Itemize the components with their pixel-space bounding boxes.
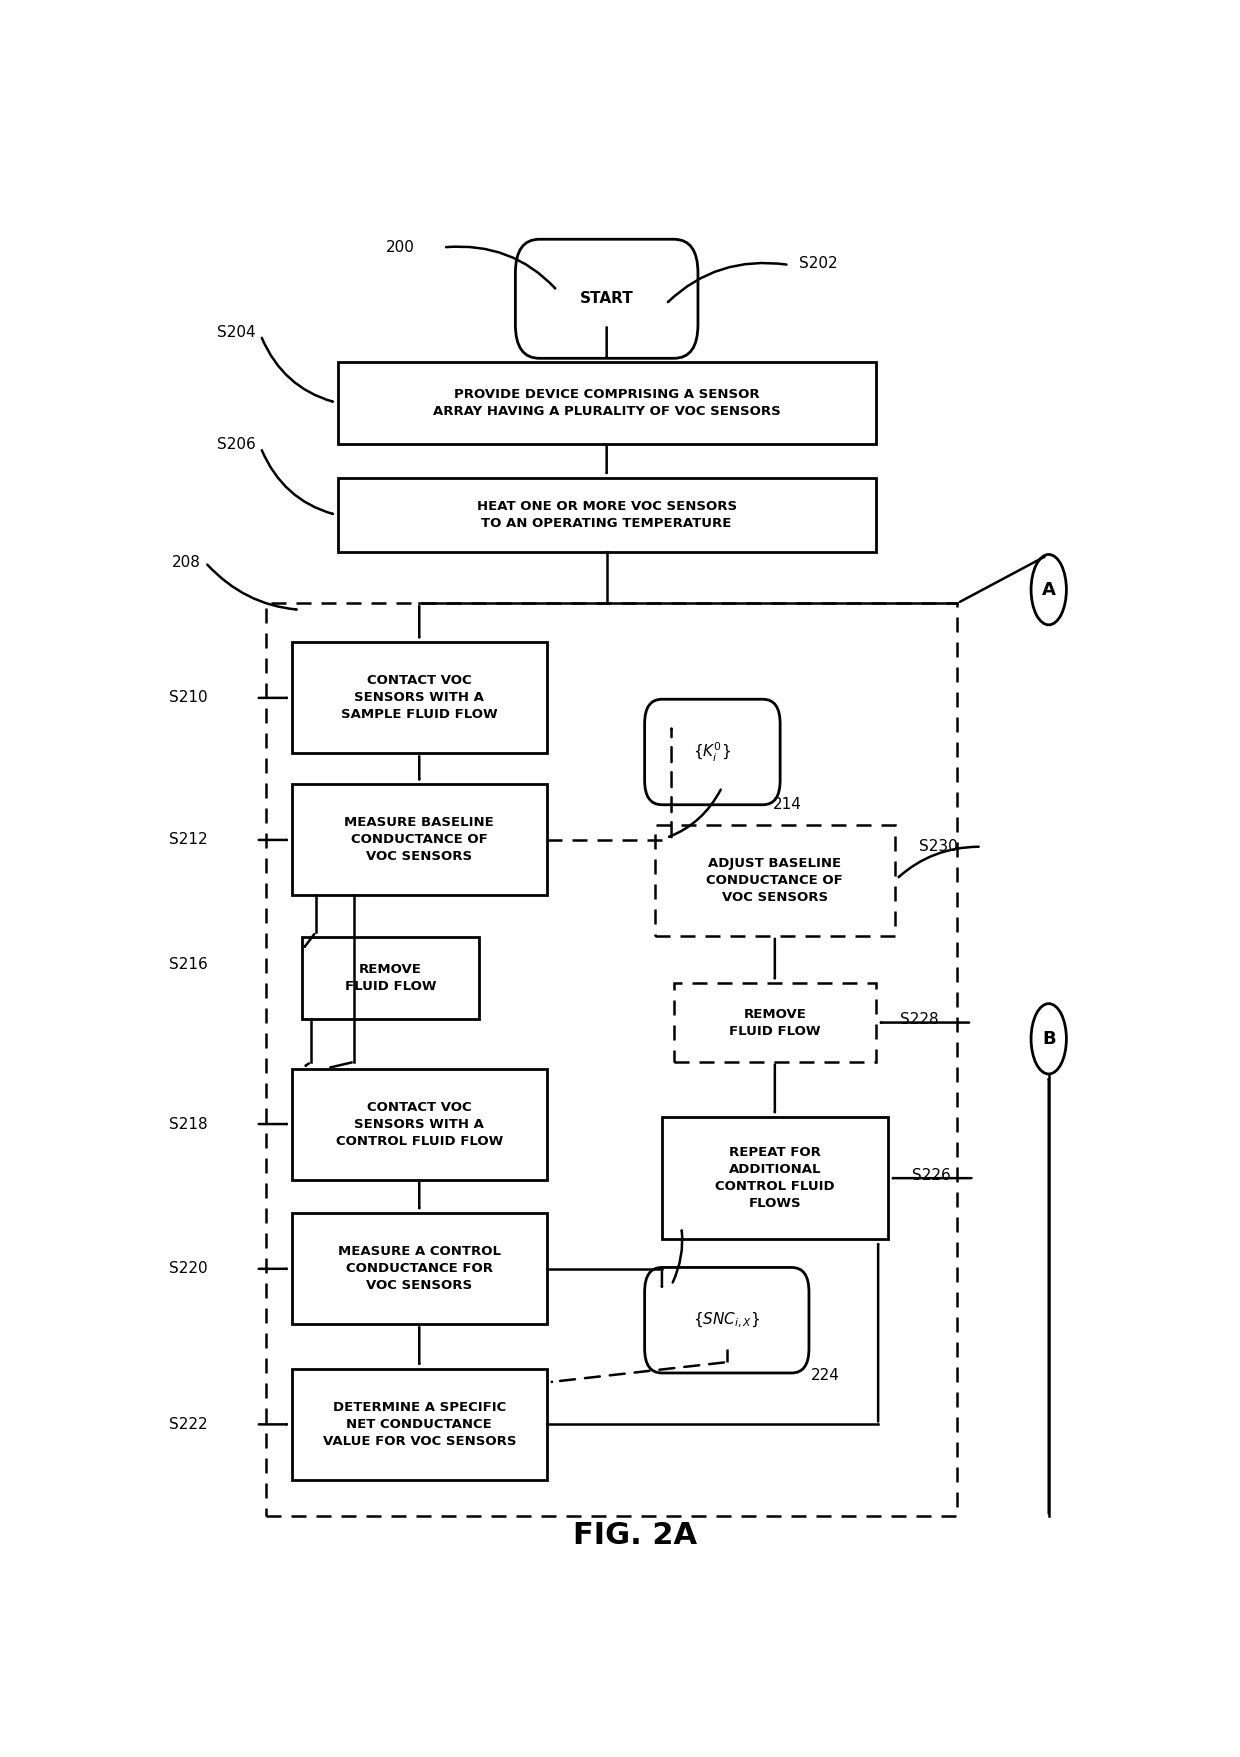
- Ellipse shape: [1032, 555, 1066, 625]
- Text: B: B: [1042, 1030, 1055, 1047]
- Text: REMOVE
FLUID FLOW: REMOVE FLUID FLOW: [345, 963, 436, 993]
- FancyBboxPatch shape: [337, 478, 875, 552]
- Text: ADJUST BASELINE
CONDUCTANCE OF
VOC SENSORS: ADJUST BASELINE CONDUCTANCE OF VOC SENSO…: [707, 857, 843, 905]
- Text: S226: S226: [911, 1168, 951, 1182]
- Text: 224: 224: [811, 1369, 839, 1383]
- Text: $\{SNC_{i,X}\}$: $\{SNC_{i,X}\}$: [693, 1311, 760, 1330]
- Text: S230: S230: [919, 840, 957, 854]
- Text: S206: S206: [217, 437, 257, 452]
- FancyBboxPatch shape: [291, 1369, 547, 1479]
- FancyBboxPatch shape: [301, 936, 480, 1019]
- Text: 214: 214: [773, 798, 801, 812]
- Text: S218: S218: [170, 1116, 208, 1132]
- Text: S220: S220: [170, 1262, 208, 1276]
- FancyBboxPatch shape: [675, 984, 875, 1061]
- Text: START: START: [580, 292, 634, 306]
- FancyBboxPatch shape: [291, 1068, 547, 1179]
- FancyBboxPatch shape: [291, 784, 547, 896]
- FancyBboxPatch shape: [662, 1117, 888, 1239]
- Text: S228: S228: [900, 1012, 939, 1028]
- Text: FIG. 2A: FIG. 2A: [573, 1522, 698, 1550]
- FancyBboxPatch shape: [645, 699, 780, 805]
- Text: S210: S210: [170, 691, 208, 705]
- Text: MEASURE A CONTROL
CONDUCTANCE FOR
VOC SENSORS: MEASURE A CONTROL CONDUCTANCE FOR VOC SE…: [337, 1246, 501, 1293]
- Text: S216: S216: [170, 958, 208, 972]
- FancyBboxPatch shape: [291, 1214, 547, 1325]
- FancyBboxPatch shape: [291, 643, 547, 754]
- Text: HEAT ONE OR MORE VOC SENSORS
TO AN OPERATING TEMPERATURE: HEAT ONE OR MORE VOC SENSORS TO AN OPERA…: [476, 501, 737, 531]
- Text: 200: 200: [386, 241, 414, 255]
- Text: $\{K_i^0\}$: $\{K_i^0\}$: [693, 740, 732, 764]
- Text: REPEAT FOR
ADDITIONAL
CONTROL FLUID
FLOWS: REPEAT FOR ADDITIONAL CONTROL FLUID FLOW…: [715, 1146, 835, 1211]
- Ellipse shape: [1032, 1003, 1066, 1074]
- Text: 208: 208: [172, 555, 201, 569]
- FancyBboxPatch shape: [655, 826, 895, 936]
- FancyBboxPatch shape: [516, 239, 698, 358]
- Text: CONTACT VOC
SENSORS WITH A
CONTROL FLUID FLOW: CONTACT VOC SENSORS WITH A CONTROL FLUID…: [336, 1100, 503, 1147]
- Text: PROVIDE DEVICE COMPRISING A SENSOR
ARRAY HAVING A PLURALITY OF VOC SENSORS: PROVIDE DEVICE COMPRISING A SENSOR ARRAY…: [433, 388, 780, 418]
- Text: A: A: [1042, 580, 1055, 599]
- FancyBboxPatch shape: [337, 362, 875, 443]
- Text: CONTACT VOC
SENSORS WITH A
SAMPLE FLUID FLOW: CONTACT VOC SENSORS WITH A SAMPLE FLUID …: [341, 675, 497, 722]
- Text: S222: S222: [170, 1416, 208, 1432]
- Text: MEASURE BASELINE
CONDUCTANCE OF
VOC SENSORS: MEASURE BASELINE CONDUCTANCE OF VOC SENS…: [345, 817, 495, 863]
- Text: S202: S202: [799, 257, 837, 271]
- Text: S204: S204: [217, 325, 257, 341]
- Text: REMOVE
FLUID FLOW: REMOVE FLUID FLOW: [729, 1007, 821, 1038]
- FancyBboxPatch shape: [645, 1267, 808, 1372]
- Text: DETERMINE A SPECIFIC
NET CONDUCTANCE
VALUE FOR VOC SENSORS: DETERMINE A SPECIFIC NET CONDUCTANCE VAL…: [322, 1400, 516, 1448]
- Text: S212: S212: [170, 833, 208, 847]
